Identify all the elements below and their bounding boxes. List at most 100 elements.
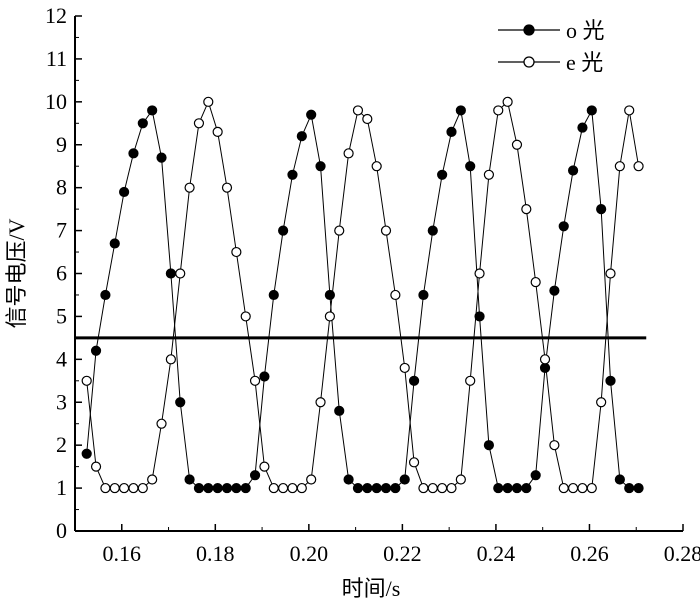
y-tick-label: 3 [56, 389, 67, 414]
data-point [558, 482, 569, 494]
data-point [128, 482, 139, 494]
x-axis-title: 时间/s [342, 576, 401, 601]
data-point [371, 161, 382, 172]
data-point [586, 482, 597, 494]
data-point [259, 461, 270, 472]
data-point [511, 139, 523, 150]
data-point [249, 375, 261, 386]
legend: o 光 e 光 [498, 18, 605, 75]
data-point [352, 482, 364, 494]
data-point [306, 474, 317, 485]
data-point [128, 148, 139, 159]
data-point [605, 375, 616, 386]
data-point [147, 105, 158, 116]
y-tick-label: 2 [56, 432, 67, 457]
data-point [567, 165, 579, 176]
data-point [156, 152, 167, 163]
data-point [521, 204, 532, 215]
data-point [530, 276, 541, 288]
y-tick-label: 9 [56, 132, 67, 157]
legend-item-1: o 光 [498, 18, 605, 43]
x-tick-label: 0.16 [103, 541, 142, 566]
y-tick-label: 4 [56, 346, 67, 371]
data-point [362, 113, 373, 125]
data-point [81, 448, 92, 459]
legend-marker [523, 24, 535, 36]
data-point [287, 169, 298, 180]
y-tick-label: 6 [56, 261, 67, 286]
data-point [502, 482, 513, 494]
data-point [437, 482, 448, 494]
data-point [586, 105, 597, 116]
data-point [549, 440, 560, 451]
data-point [306, 109, 317, 120]
data-point [502, 96, 513, 107]
data-point [352, 105, 364, 116]
y-tick-label: 11 [46, 46, 67, 71]
data-point [278, 225, 289, 236]
y-tick-label: 1 [56, 475, 67, 500]
data-point [624, 482, 635, 494]
data-point [539, 362, 551, 374]
data-point [212, 126, 223, 137]
plot-area [75, 96, 647, 494]
data-point [399, 362, 410, 374]
data-point [315, 161, 326, 172]
legend-marker [523, 56, 535, 68]
data-point [109, 238, 120, 249]
data-point [137, 118, 148, 129]
x-tick-label: 0.24 [477, 541, 516, 566]
data-point [390, 482, 401, 494]
data-point [249, 470, 261, 481]
data-point [539, 354, 551, 365]
x-tick-label: 0.28 [664, 541, 700, 566]
data-point [465, 161, 476, 172]
y-tick-label: 0 [56, 518, 67, 543]
y-tick-label: 10 [45, 89, 67, 114]
data-point [90, 345, 102, 356]
data-point [147, 474, 158, 485]
data-point [408, 457, 420, 468]
data-point [549, 285, 560, 296]
data-point [418, 289, 429, 301]
data-point [596, 204, 607, 215]
data-point [203, 482, 214, 494]
data-point [109, 482, 120, 494]
data-point [624, 105, 635, 116]
data-point [100, 289, 111, 301]
data-point [287, 482, 298, 494]
series-line [86, 108, 639, 489]
data-point [567, 482, 579, 494]
x-tick-label: 0.26 [570, 541, 609, 566]
data-point [296, 131, 307, 142]
data-point [437, 169, 448, 180]
series-1 [81, 105, 644, 494]
x-tick-label: 0.22 [383, 541, 422, 566]
data-point [633, 161, 644, 172]
data-point [399, 474, 410, 485]
data-point [240, 482, 251, 494]
data-point [521, 482, 532, 494]
data-point [380, 482, 392, 494]
data-point [193, 118, 205, 129]
data-point [596, 397, 607, 408]
legend-item-2: e 光 [498, 50, 603, 75]
data-point [240, 311, 251, 322]
data-point [390, 289, 401, 301]
data-point [165, 268, 176, 279]
data-point [614, 161, 625, 172]
data-point [193, 482, 205, 494]
y-tick-label: 5 [56, 303, 67, 328]
data-point [455, 474, 466, 485]
data-point [465, 375, 476, 386]
data-point [81, 375, 92, 386]
data-point [427, 225, 438, 236]
legend-label: o 光 [566, 18, 605, 43]
data-point [165, 354, 176, 365]
data-point [614, 474, 625, 485]
data-point [156, 418, 167, 429]
x-tick-label: 0.18 [196, 541, 235, 566]
y-axis-title: 信号电压/V [4, 218, 29, 328]
data-point [633, 482, 644, 494]
